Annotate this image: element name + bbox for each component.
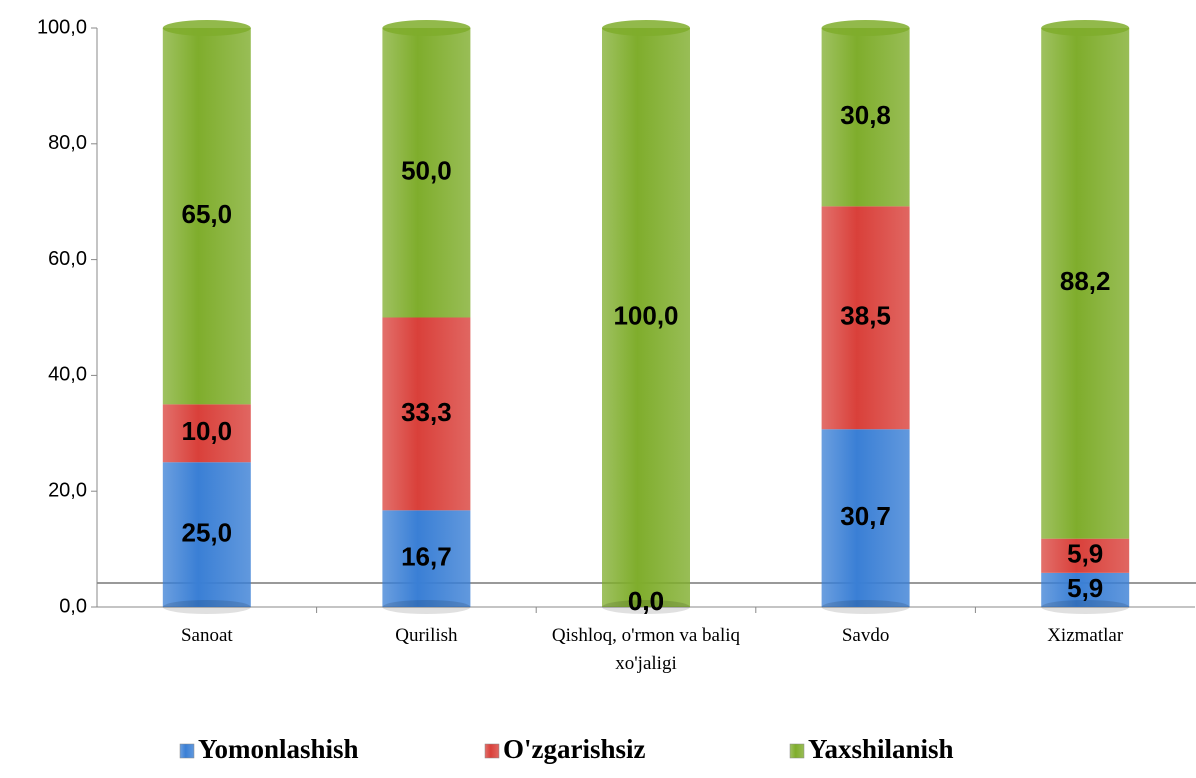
legend-swatch	[179, 743, 195, 759]
value-label: 30,7	[840, 501, 891, 531]
value-label: 30,8	[840, 100, 891, 130]
x-tick-label: Xizmatlar	[1047, 625, 1124, 646]
bar-cap	[382, 20, 471, 36]
x-tick-label: Savdo	[841, 625, 890, 646]
x-tick-label: Qurilish	[395, 625, 458, 646]
bar-segment	[821, 429, 910, 607]
y-tick-label: 40,0	[48, 364, 87, 386]
bar-base	[1041, 600, 1130, 614]
value-label: 0,0	[628, 586, 664, 616]
bar-base	[162, 600, 251, 614]
legend-swatch	[484, 743, 500, 759]
bar-segment	[382, 28, 471, 318]
value-label: 33,3	[401, 397, 452, 427]
legend-label: Yomonlashish	[198, 734, 359, 764]
value-label: 88,2	[1060, 266, 1111, 296]
value-label: 0,0	[628, 586, 664, 616]
bar-base	[821, 600, 910, 614]
value-label: 10,0	[181, 416, 232, 446]
bar-segment	[382, 317, 471, 511]
bar-cap	[602, 20, 690, 36]
bar-cap	[1041, 20, 1130, 36]
x-tick-label: Sanoat	[180, 625, 233, 646]
bar-segment	[162, 28, 251, 405]
bar-segment	[821, 206, 910, 430]
x-tick-label: Qishloq, o'rmon va baliq xo'jaligi	[551, 625, 741, 674]
value-label: 5,9	[1067, 539, 1103, 569]
value-label: 16,7	[401, 542, 452, 572]
bar-base	[602, 600, 690, 614]
bar-base	[382, 600, 471, 614]
bar-segment	[1041, 28, 1130, 539]
value-label: 65,0	[181, 199, 232, 229]
value-label: 100,0	[613, 300, 678, 330]
value-label: 50,0	[401, 156, 452, 186]
bar-segment	[162, 462, 251, 607]
bar-segment	[1041, 572, 1130, 607]
bar-cap	[821, 20, 910, 36]
legend-label: Yaxshilanish	[808, 734, 954, 764]
y-tick-label: 100,0	[37, 16, 87, 38]
y-tick-label: 60,0	[48, 248, 87, 270]
bar-segment	[162, 404, 251, 463]
legend-swatch	[789, 743, 805, 759]
bar-segment	[382, 510, 471, 607]
value-label: 25,0	[181, 518, 232, 548]
bar-segment	[602, 28, 690, 607]
legend-label: O'zgarishsiz	[503, 734, 646, 764]
bar-segment	[821, 28, 910, 207]
bar-segment	[1041, 538, 1130, 573]
y-tick-label: 20,0	[48, 479, 87, 501]
bar-cap	[162, 20, 251, 36]
value-label: 38,5	[840, 301, 891, 331]
y-tick-label: 80,0	[48, 132, 87, 154]
y-tick-label: 0,0	[59, 595, 87, 617]
value-label: 5,9	[1067, 573, 1103, 603]
